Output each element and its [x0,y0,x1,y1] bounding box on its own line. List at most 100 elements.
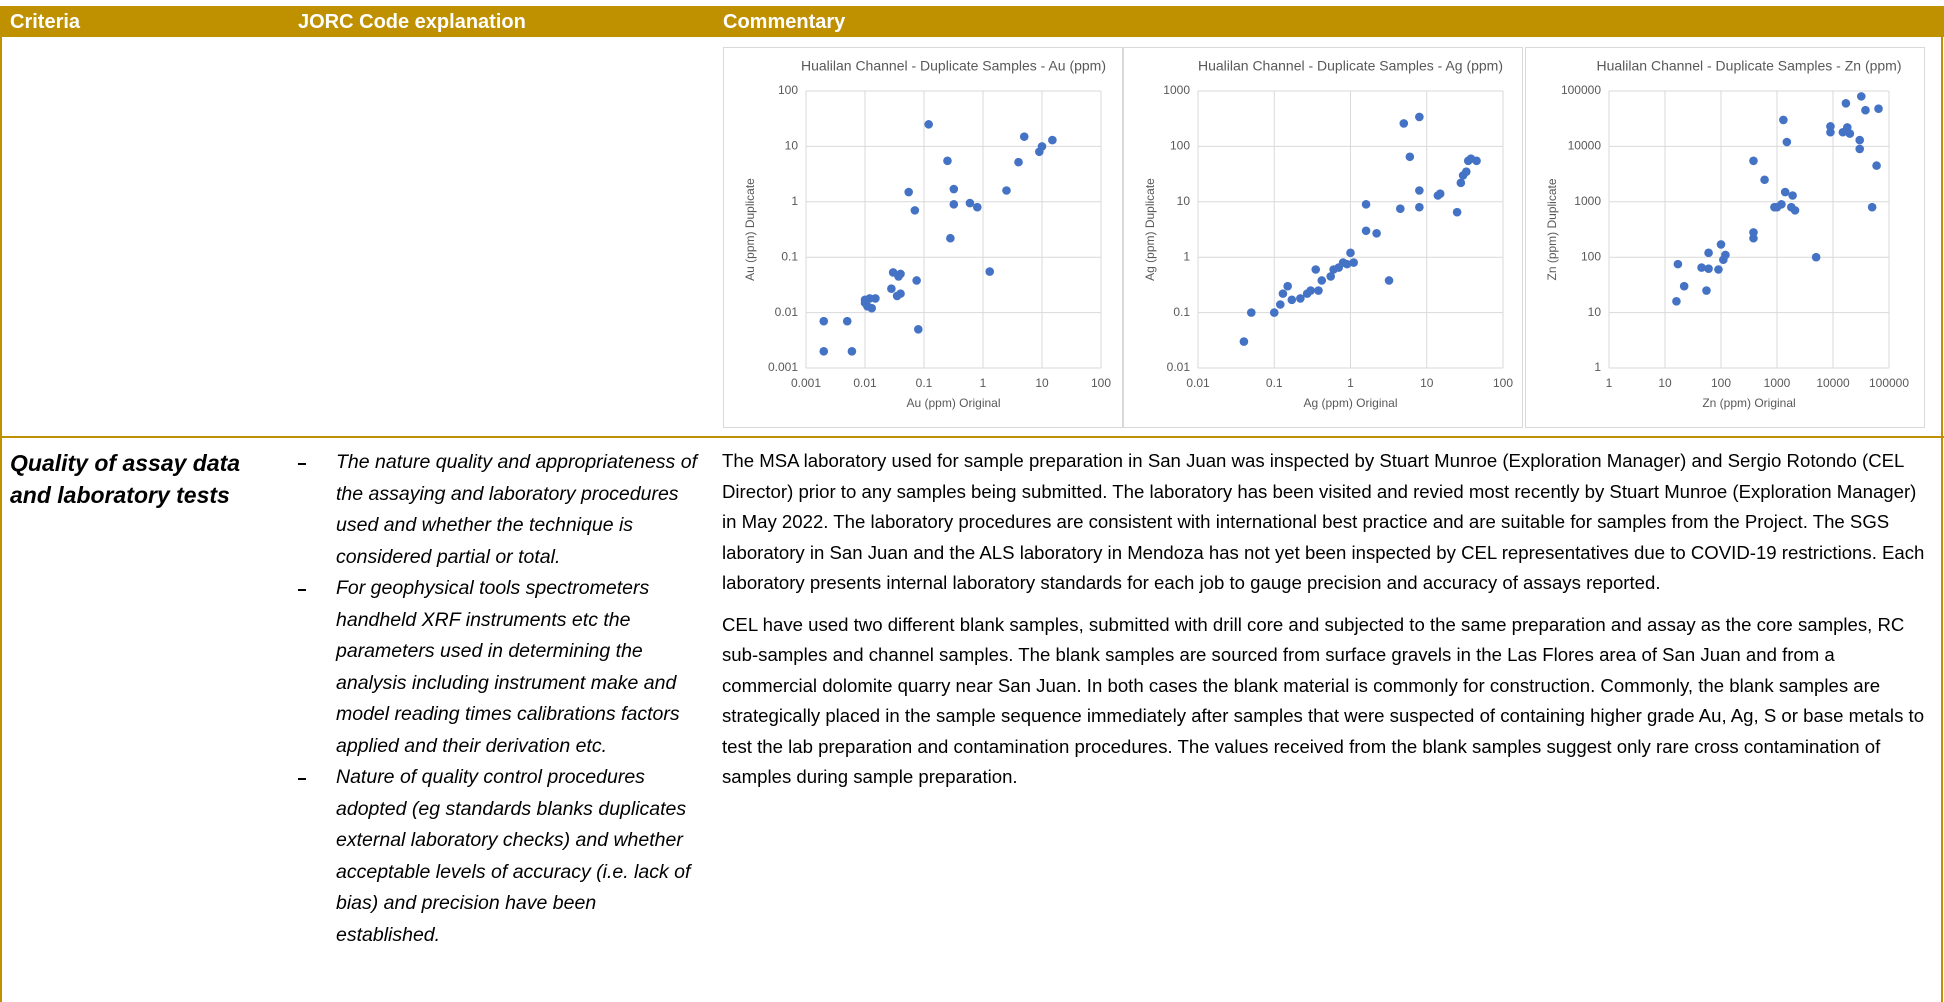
point [1396,204,1405,214]
point [1697,263,1706,272]
y-tick-label: 0.01 [1167,360,1191,374]
x-tick-label: 1 [1606,376,1613,390]
point [1342,259,1352,269]
point [847,347,857,356]
x-tick-label: 0.1 [916,376,933,390]
explanation-list: The nature quality and appropriateness o… [298,447,698,951]
y-tick-label: 10 [785,139,799,153]
bullet [298,463,306,465]
point [965,198,975,208]
point [1760,175,1769,185]
x-axis-label: Ag (ppm) Original [1303,396,1397,410]
point [1749,156,1758,166]
y-tick-label: 1 [1594,360,1601,374]
x-tick-label: 10 [1035,376,1049,390]
y-tick-label: 1000 [1163,83,1190,97]
point [1415,202,1424,212]
header-cell: Criteria [10,11,81,33]
point [1372,229,1381,238]
point [910,206,920,215]
y-tick-label: 10 [1177,194,1191,208]
point [1780,187,1790,197]
criteria-cell: Quality of assay data and laboratory tes… [10,450,241,508]
point [1019,132,1029,141]
point [1716,240,1726,249]
explanation-text: For geophysical tools spectrometers hand… [336,577,680,757]
chart: Hualilan Channel - Duplicate Samples - A… [1143,58,1513,410]
y-tick-label: 1 [1183,249,1190,263]
chart: Hualilan Channel - Duplicate Samples - Z… [1545,58,1909,410]
point [1283,281,1292,291]
point [1777,200,1786,209]
point [1856,92,1866,101]
point [1384,276,1394,285]
point [819,347,829,356]
point [1456,178,1466,188]
point [1855,144,1865,154]
x-axis-label: Au (ppm) Original [906,396,1000,410]
point [1461,167,1471,176]
explanation-text: The nature quality and appropriateness o… [336,451,697,568]
x-tick-label: 0.001 [791,376,821,390]
chart-box: Hualilan Channel - Duplicate Samples - A… [1123,47,1523,428]
point [946,233,955,243]
row-border [0,436,1944,438]
point [1867,202,1877,212]
explanation-item: The nature quality and appropriateness o… [298,447,698,573]
header-cell: Commentary [723,11,846,33]
chart: Hualilan Channel - Duplicate Samples - A… [743,58,1111,410]
point [1415,186,1424,195]
x-tick-label: 100 [1711,376,1731,390]
point [1361,226,1371,236]
table-header: Criteria JORC Code explanation Commentar… [0,6,1944,37]
point [1672,296,1681,306]
point [1269,308,1279,317]
point [896,289,905,298]
point [1826,122,1835,131]
x-tick-label: 1 [980,376,987,390]
point [1702,286,1711,295]
point [1287,295,1297,305]
table-border [1941,37,1943,1002]
point [1790,206,1800,215]
y-tick-label: 1 [791,194,798,208]
point [924,120,933,129]
explanation-text: Nature of quality control procedures ado… [336,766,691,946]
point [985,267,995,276]
point [867,303,877,313]
point [887,284,896,294]
chart-title: Hualilan Channel - Duplicate Samples - Z… [1596,58,1901,74]
point [1452,207,1462,217]
point [1296,294,1305,303]
point [1349,258,1358,267]
explanation-item: Nature of quality control procedures ado… [298,762,698,951]
x-tick-label: 0.01 [853,376,877,390]
point [1002,186,1011,195]
x-tick-label: 10 [1658,376,1672,390]
point [1811,252,1821,262]
y-tick-label: 100 [778,83,798,97]
y-tick-label: 0.001 [768,360,798,374]
point [1361,200,1371,209]
point [1306,286,1315,295]
point [871,294,880,303]
x-tick-label: 1000 [1764,376,1791,390]
point [1014,157,1023,167]
y-axis-label: Au (ppm) Duplicate [743,178,757,281]
x-axis-label: Zn (ppm) Original [1702,396,1795,410]
x-tick-label: 0.01 [1186,376,1210,390]
point [949,184,959,194]
point [1855,135,1865,145]
point [1278,289,1288,298]
point [1841,98,1851,108]
point [1782,137,1792,147]
y-axis-label: Ag (ppm) Duplicate [1143,178,1157,281]
point [1861,105,1870,115]
point [904,187,913,197]
point [1872,161,1881,170]
chart-box: Hualilan Channel - Duplicate Samples - A… [723,47,1123,428]
x-tick-label: 1 [1347,376,1354,390]
point [819,316,829,326]
point [1317,276,1327,285]
